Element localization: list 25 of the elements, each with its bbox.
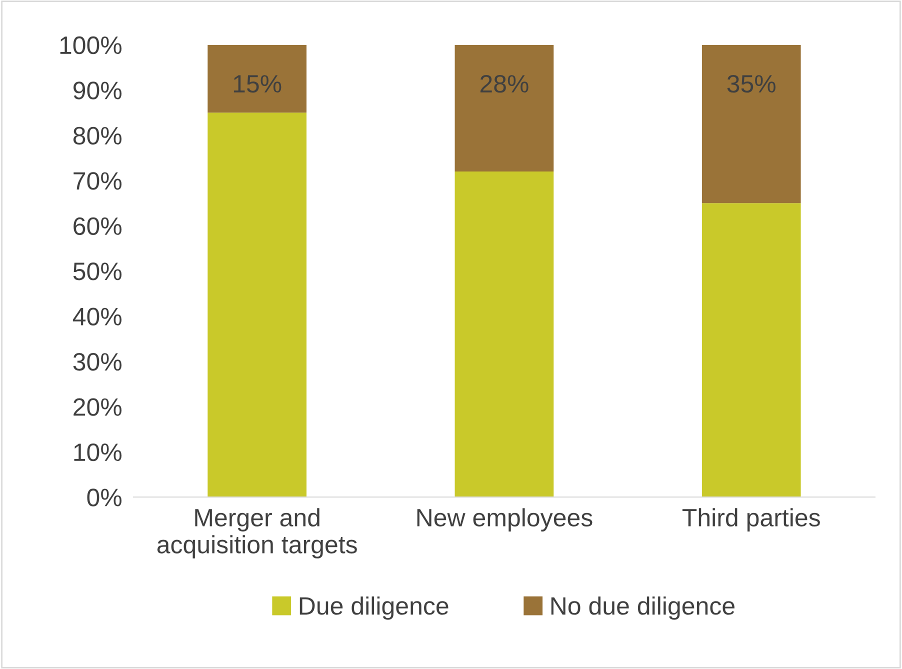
y-tick-label: 30% (73, 352, 122, 371)
bar (702, 203, 801, 498)
legend-label: Due diligence (300, 596, 448, 620)
y-tick-label: 40% (72, 308, 122, 326)
data-label: 35% (727, 74, 776, 93)
bar (208, 44, 306, 113)
bar (702, 44, 801, 204)
bar (454, 44, 554, 172)
x-tick-label: New employees (417, 508, 592, 532)
y-tick-label: 70% (74, 172, 122, 190)
y-tick-label: 80% (73, 126, 122, 145)
y-tick-label: 20% (74, 398, 122, 416)
y-tick-label: 0% (87, 488, 122, 506)
x-tick-label: Merger and acquisition targets (157, 508, 357, 558)
data-label: 28% (480, 74, 528, 93)
y-tick-label: 10% (74, 443, 122, 462)
legend-label: No due diligence (551, 596, 734, 620)
y-tick-label: 60% (74, 217, 122, 236)
bar (208, 112, 306, 498)
data-label: 15% (234, 75, 282, 93)
y-tick-label: 50% (73, 262, 122, 280)
y-tick-label: 90% (74, 82, 122, 100)
bar (454, 171, 554, 498)
y-tick-label: 100% (60, 36, 122, 54)
x-tick-label: Third parties (682, 508, 820, 532)
